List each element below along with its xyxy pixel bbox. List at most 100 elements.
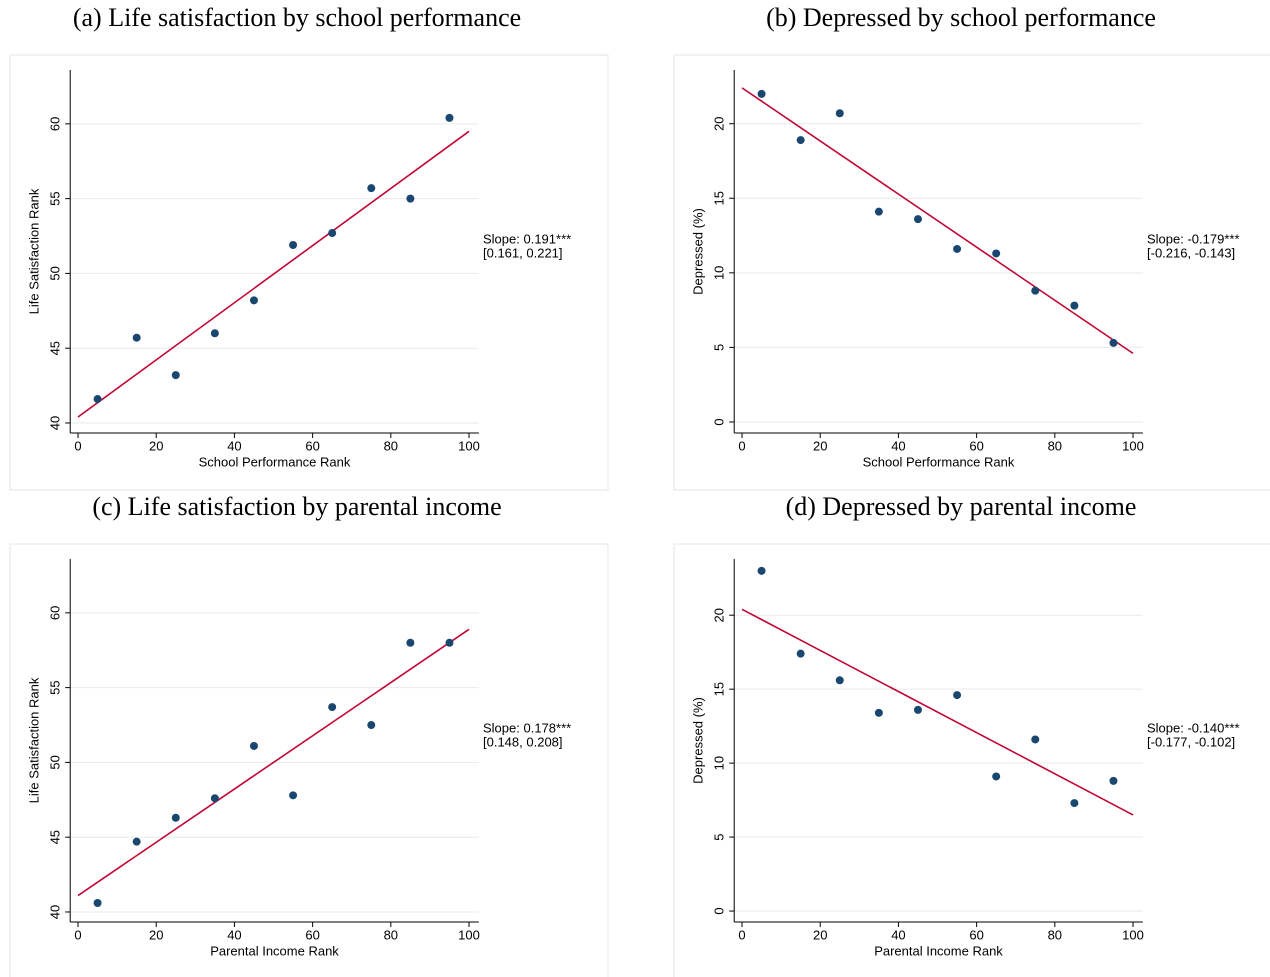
x-tick-label: 20 bbox=[813, 927, 827, 942]
panel-title: (b) Depressed by school performance bbox=[766, 3, 1156, 32]
panel-frame bbox=[9, 54, 609, 491]
point bbox=[835, 676, 844, 685]
annotation: Slope: -0.140*** bbox=[1147, 720, 1240, 735]
x-tick-label: 100 bbox=[458, 927, 480, 942]
y-tick-label: 20 bbox=[712, 608, 727, 622]
point bbox=[406, 194, 415, 203]
y-tick-label: 20 bbox=[712, 116, 727, 130]
x-axis-label: School Performance Rank bbox=[863, 454, 1015, 469]
point bbox=[796, 136, 805, 145]
point bbox=[1109, 776, 1118, 785]
point bbox=[992, 772, 1001, 781]
x-tick-label: 100 bbox=[1122, 438, 1144, 453]
annotation: Slope: -0.179*** bbox=[1147, 231, 1240, 246]
y-tick-label: 50 bbox=[48, 266, 63, 280]
y-tick-label: 60 bbox=[48, 117, 63, 131]
y-tick-label: 55 bbox=[48, 191, 63, 205]
y-tick-label: 0 bbox=[712, 418, 727, 425]
annotation: Slope: 0.191*** bbox=[483, 231, 571, 246]
x-tick-label: 40 bbox=[227, 927, 241, 942]
panel-title: (c) Life satisfaction by parental income bbox=[92, 492, 501, 521]
point bbox=[328, 229, 337, 238]
point bbox=[1031, 735, 1040, 744]
x-tick-label: 0 bbox=[738, 927, 745, 942]
x-tick-label: 80 bbox=[1048, 927, 1062, 942]
y-tick-label: 45 bbox=[48, 830, 63, 844]
x-tick-label: 100 bbox=[1122, 927, 1144, 942]
point bbox=[445, 113, 454, 122]
panel-title: (a) Life satisfaction by school performa… bbox=[73, 3, 521, 32]
point bbox=[1070, 799, 1079, 808]
y-tick-label: 55 bbox=[48, 680, 63, 694]
x-tick-label: 80 bbox=[384, 927, 398, 942]
annotation: Slope: 0.178*** bbox=[483, 720, 571, 735]
fit-line bbox=[741, 87, 1134, 355]
point bbox=[835, 109, 844, 118]
point bbox=[992, 249, 1001, 258]
y-tick-label: 10 bbox=[712, 266, 727, 280]
annotation: [0.161, 0.221] bbox=[483, 245, 563, 260]
fit-line bbox=[77, 130, 470, 418]
panel: (a) Life satisfaction by school performa… bbox=[9, 3, 609, 491]
x-tick-label: 60 bbox=[305, 438, 319, 453]
point bbox=[132, 837, 141, 846]
point bbox=[210, 794, 219, 803]
x-tick-label: 20 bbox=[149, 927, 163, 942]
y-axis-label: Life Satisfaction Rank bbox=[26, 677, 41, 803]
panel-frame bbox=[9, 543, 609, 977]
annotation: [-0.216, -0.143] bbox=[1147, 245, 1235, 260]
panel: (d) Depressed by parental income 0 5 10 15 20… bbox=[673, 492, 1270, 977]
annotation: [-0.177, -0.102] bbox=[1147, 734, 1235, 749]
y-tick-label: 40 bbox=[48, 905, 63, 919]
x-tick-label: 60 bbox=[305, 927, 319, 942]
y-tick-label: 5 bbox=[712, 833, 727, 840]
point bbox=[328, 703, 337, 712]
point bbox=[874, 207, 883, 216]
point bbox=[913, 705, 922, 714]
point bbox=[93, 899, 102, 908]
panel-frame bbox=[673, 543, 1270, 977]
point bbox=[1031, 286, 1040, 295]
panel-frame bbox=[673, 54, 1270, 491]
x-tick-label: 0 bbox=[74, 438, 81, 453]
annotation: [0.148, 0.208] bbox=[483, 734, 563, 749]
x-tick-label: 60 bbox=[969, 927, 983, 942]
point bbox=[171, 813, 180, 822]
y-tick-label: 15 bbox=[712, 191, 727, 205]
y-tick-label: 10 bbox=[712, 756, 727, 770]
point bbox=[913, 215, 922, 224]
point bbox=[249, 741, 258, 750]
x-tick-label: 20 bbox=[149, 438, 163, 453]
panel: (b) Depressed by school performance 0 5 10 1… bbox=[673, 3, 1270, 491]
x-axis-label: School Performance Rank bbox=[199, 454, 351, 469]
point bbox=[874, 708, 883, 717]
point bbox=[1070, 301, 1079, 310]
x-tick-label: 40 bbox=[891, 438, 905, 453]
point bbox=[367, 184, 376, 193]
x-tick-label: 80 bbox=[384, 438, 398, 453]
y-axis-label: Depressed (%) bbox=[690, 208, 705, 295]
point bbox=[953, 244, 962, 253]
point bbox=[249, 296, 258, 305]
x-tick-label: 80 bbox=[1048, 438, 1062, 453]
point bbox=[1109, 338, 1118, 347]
point bbox=[953, 691, 962, 700]
y-tick-label: 0 bbox=[712, 907, 727, 914]
panel-title: (d) Depressed by parental income bbox=[786, 492, 1137, 521]
x-tick-label: 40 bbox=[891, 927, 905, 942]
point bbox=[445, 638, 454, 647]
x-tick-label: 0 bbox=[738, 438, 745, 453]
y-tick-label: 45 bbox=[48, 341, 63, 355]
point bbox=[132, 333, 141, 342]
y-axis-label: Life Satisfaction Rank bbox=[26, 188, 41, 314]
x-tick-label: 40 bbox=[227, 438, 241, 453]
y-axis-label: Depressed (%) bbox=[690, 697, 705, 784]
x-tick-label: 20 bbox=[813, 438, 827, 453]
x-tick-label: 60 bbox=[969, 438, 983, 453]
point bbox=[796, 649, 805, 658]
point bbox=[757, 566, 766, 575]
panel: (c) Life satisfaction by parental income… bbox=[9, 492, 609, 977]
point bbox=[171, 371, 180, 380]
x-axis-label: Parental Income Rank bbox=[210, 943, 339, 958]
